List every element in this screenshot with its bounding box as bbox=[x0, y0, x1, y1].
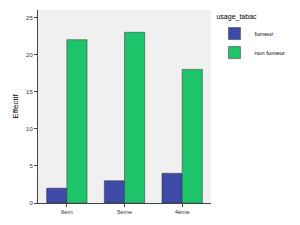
svg-text:0: 0 bbox=[29, 200, 33, 206]
svg-text:usage_tabac: usage_tabac bbox=[216, 13, 257, 21]
svg-text:4ème: 4ème bbox=[175, 209, 191, 215]
svg-text:20: 20 bbox=[26, 52, 33, 58]
svg-text:15: 15 bbox=[26, 89, 33, 95]
svg-text:non fumeur: non fumeur bbox=[254, 50, 284, 56]
svg-text:5ème: 5ème bbox=[117, 209, 133, 215]
svg-text:25: 25 bbox=[26, 15, 33, 21]
svg-text:6èm: 6èm bbox=[61, 209, 73, 215]
svg-text:5: 5 bbox=[29, 163, 33, 169]
svg-text:10: 10 bbox=[26, 126, 33, 132]
svg-text:fumeur: fumeur bbox=[254, 31, 273, 37]
svg-text:Effectif: Effectif bbox=[11, 94, 20, 119]
